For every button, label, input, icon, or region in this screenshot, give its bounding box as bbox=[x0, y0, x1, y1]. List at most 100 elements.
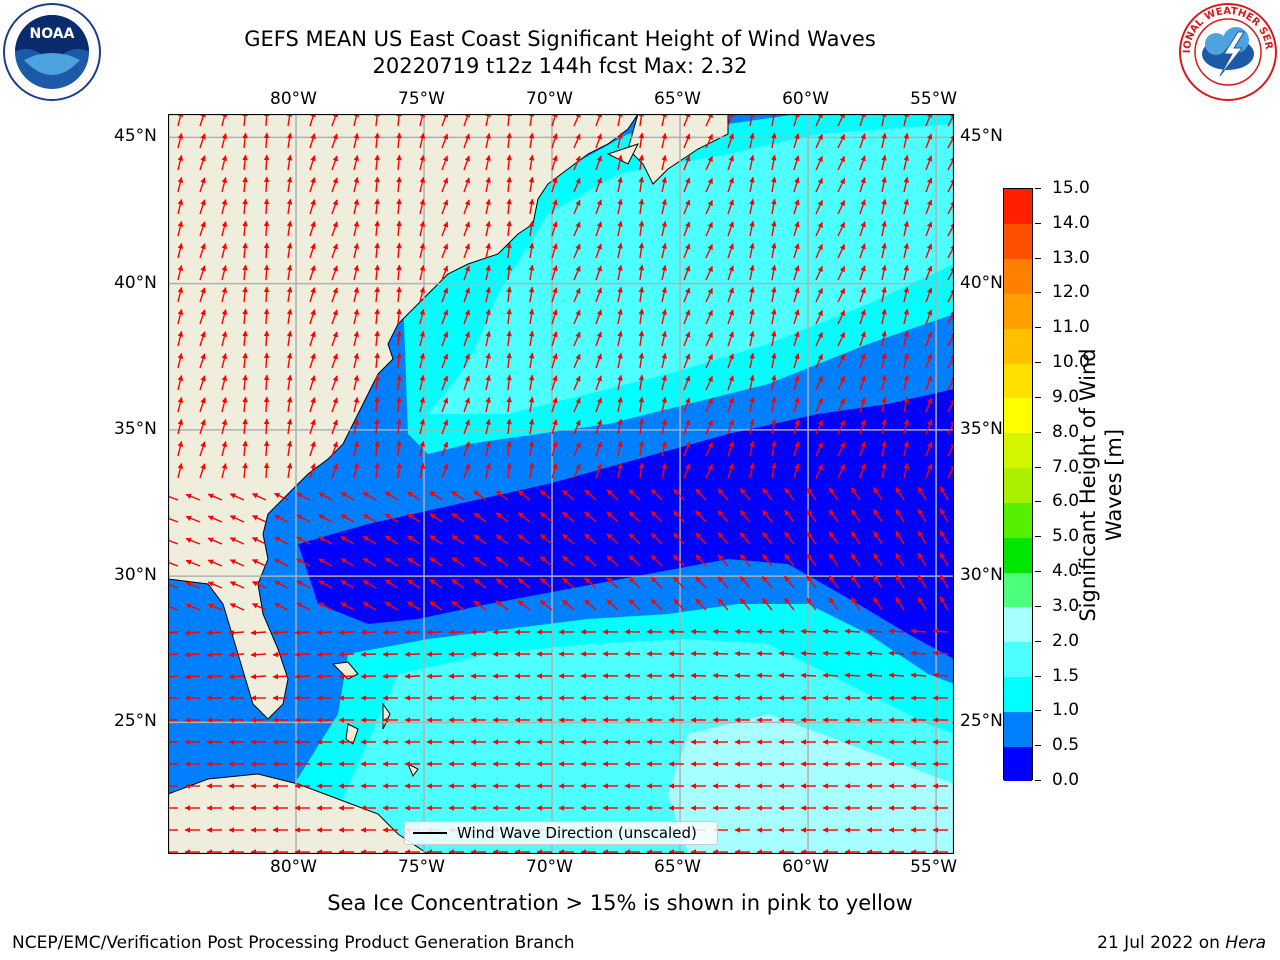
wind-wave-arrow bbox=[903, 264, 909, 281]
wind-wave-arrow bbox=[859, 397, 866, 413]
wind-wave-arrow bbox=[734, 628, 751, 635]
wind-wave-arrow bbox=[573, 221, 581, 237]
wind-wave-arrow bbox=[185, 515, 201, 523]
wind-wave-arrow bbox=[551, 221, 558, 237]
wind-wave-arrow bbox=[473, 556, 487, 567]
lat-tick-label-right: 25°N bbox=[960, 711, 1003, 732]
wind-wave-arrow bbox=[739, 510, 751, 523]
wind-wave-arrow bbox=[406, 601, 421, 611]
wind-wave-arrow bbox=[683, 441, 691, 457]
wind-wave-arrow bbox=[485, 220, 491, 237]
wind-wave-arrow bbox=[595, 177, 603, 193]
wind-wave-arrow bbox=[739, 598, 751, 611]
wind-wave-arrow bbox=[340, 513, 355, 523]
wind-wave-arrow bbox=[184, 630, 201, 636]
wind-wave-arrow bbox=[925, 353, 933, 369]
wind-wave-arrow bbox=[506, 264, 512, 281]
wind-wave-arrow bbox=[360, 629, 377, 636]
wind-wave-arrow bbox=[828, 531, 839, 545]
wind-wave-arrow bbox=[815, 287, 823, 303]
wind-wave-arrow bbox=[495, 556, 509, 567]
wind-wave-arrow bbox=[229, 581, 245, 589]
wind-wave-arrow bbox=[727, 419, 734, 435]
wind-wave-arrow bbox=[573, 199, 581, 215]
wind-wave-arrow bbox=[903, 176, 909, 193]
wind-wave-arrow bbox=[485, 154, 491, 171]
wind-wave-arrow bbox=[837, 177, 846, 193]
wind-wave-arrow bbox=[495, 578, 509, 589]
wind-wave-arrow bbox=[939, 530, 949, 545]
wind-wave-arrow bbox=[917, 508, 927, 523]
wind-wave-arrow bbox=[485, 242, 491, 259]
wind-wave-arrow bbox=[903, 396, 909, 413]
lat-tick-label-left: 30°N bbox=[114, 565, 157, 586]
wind-wave-arrow bbox=[683, 243, 691, 259]
wind-wave-arrow bbox=[441, 177, 449, 193]
wind-wave-arrow bbox=[286, 418, 293, 435]
colorbar-tick bbox=[1035, 222, 1041, 224]
noaa-logo-text: NOAA bbox=[30, 26, 75, 42]
wind-wave-arrow bbox=[374, 440, 380, 457]
wind-wave-arrow bbox=[485, 114, 491, 127]
wind-wave-arrow bbox=[661, 286, 667, 303]
wind-wave-arrow bbox=[573, 353, 581, 369]
wind-wave-arrow bbox=[695, 598, 707, 611]
wind-wave-arrow bbox=[263, 286, 270, 303]
wind-wave-arrow bbox=[177, 132, 184, 149]
wind-wave-arrow bbox=[199, 287, 206, 303]
colorbar-segment bbox=[1004, 328, 1032, 364]
wind-wave-arrow bbox=[374, 132, 380, 149]
wind-wave-arrow bbox=[229, 493, 245, 501]
wind-wave-arrow bbox=[859, 243, 866, 259]
wind-wave-arrow bbox=[784, 553, 795, 567]
wind-wave-arrow bbox=[551, 309, 558, 325]
wind-wave-arrow bbox=[638, 396, 645, 413]
wind-wave-arrow bbox=[683, 287, 691, 303]
wind-wave-arrow bbox=[539, 533, 553, 545]
wind-wave-arrow bbox=[429, 601, 443, 611]
wind-wave-arrow bbox=[331, 375, 338, 391]
wind-wave-arrow bbox=[506, 418, 512, 435]
wind-wave-arrow bbox=[177, 242, 184, 259]
wind-wave-arrow bbox=[185, 559, 201, 567]
wind-wave-arrow bbox=[837, 309, 846, 325]
wind-wave-arrow bbox=[485, 176, 491, 193]
wind-wave-arrow bbox=[177, 462, 184, 479]
wind-wave-arrow bbox=[242, 396, 248, 413]
wind-wave-arrow bbox=[419, 418, 426, 435]
lon-tick-label-top: 75°W bbox=[398, 89, 445, 109]
wind-wave-arrow bbox=[331, 155, 338, 171]
wind-wave-arrow bbox=[517, 556, 531, 567]
wind-wave-arrow bbox=[828, 487, 839, 501]
wind-wave-arrow bbox=[784, 531, 795, 545]
wind-wave-arrow bbox=[727, 397, 734, 413]
wind-wave-arrow bbox=[584, 555, 597, 567]
wind-wave-arrow bbox=[286, 114, 293, 127]
lon-tick-label-top: 65°W bbox=[654, 89, 701, 109]
wind-wave-arrow bbox=[242, 176, 248, 193]
wind-wave-arrow bbox=[551, 177, 558, 193]
wind-wave-arrow bbox=[844, 650, 861, 657]
wind-wave-arrow bbox=[374, 374, 380, 391]
wind-wave-arrow bbox=[727, 199, 734, 215]
colorbar-tick bbox=[1035, 780, 1041, 781]
wind-wave-arrow bbox=[177, 352, 184, 369]
lon-tick-label-bottom: 65°W bbox=[654, 857, 701, 877]
wind-wave-arrow bbox=[228, 673, 245, 680]
land-us-east-coast bbox=[168, 114, 639, 720]
colorbar-tick bbox=[1035, 466, 1041, 468]
wind-wave-arrow bbox=[207, 515, 223, 523]
wind-wave-arrow bbox=[617, 220, 623, 237]
wind-wave-arrow bbox=[451, 534, 465, 545]
colorbar-segment bbox=[1004, 537, 1032, 573]
colorbar-tick-label: 2.0 bbox=[1052, 630, 1080, 651]
wind-wave-arrow bbox=[316, 673, 333, 680]
wind-wave-arrow bbox=[539, 555, 553, 567]
wind-wave-arrow bbox=[396, 462, 402, 479]
wind-wave-arrow bbox=[859, 287, 866, 303]
wind-wave-arrow bbox=[881, 264, 887, 281]
wind-wave-arrow bbox=[837, 331, 846, 347]
wind-wave-arrow bbox=[661, 418, 667, 435]
wind-wave-arrow bbox=[771, 132, 777, 149]
wind-wave-arrow bbox=[873, 509, 883, 523]
